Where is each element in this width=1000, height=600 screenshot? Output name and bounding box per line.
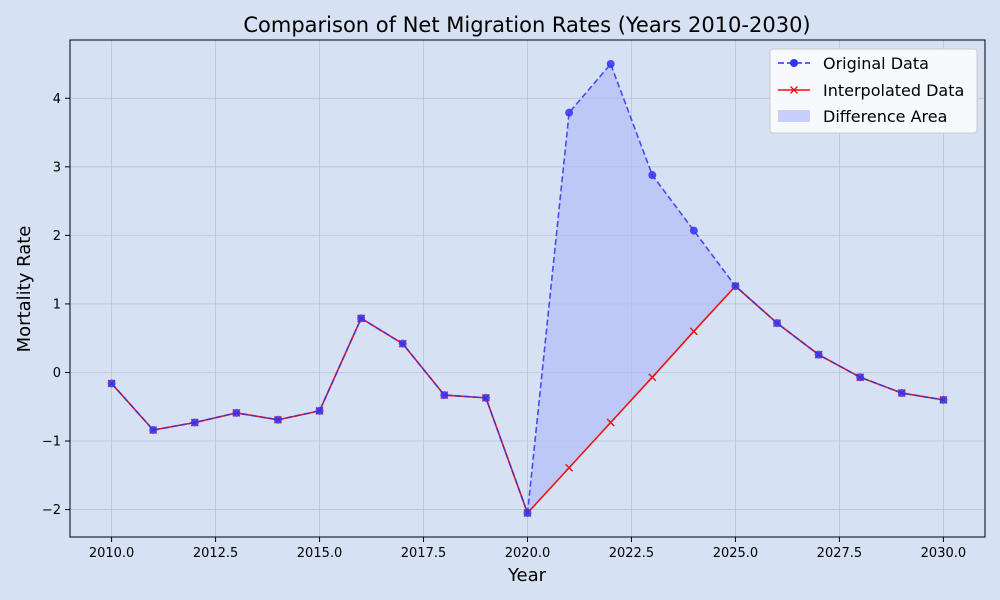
y-tick-label-1: −1 <box>42 435 61 450</box>
x-tick-label-5: 2022.5 <box>609 546 655 561</box>
y-tick-label-5: 3 <box>53 160 61 175</box>
legend-entry-interpolated: Interpolated Data <box>778 81 964 100</box>
x-tick-label-8: 2030.0 <box>921 546 967 561</box>
series-layer <box>107 59 948 518</box>
y-tick-label-0: −2 <box>42 503 61 518</box>
legend-marker-original <box>790 59 798 67</box>
point-original-2017 <box>398 339 407 348</box>
point-interpolated-2021 <box>565 463 574 472</box>
point-interpolated-2023 <box>648 373 657 382</box>
point-original-2029 <box>897 389 906 398</box>
point-original-2023 <box>648 171 657 180</box>
y-tick-label-3: 1 <box>53 297 61 312</box>
point-original-2016 <box>357 314 366 323</box>
x-tick-label-0: 2010.0 <box>89 546 135 561</box>
y-tick-label-6: 4 <box>53 92 61 107</box>
legend: Original Data Interpolated Data Differen… <box>769 48 978 134</box>
point-original-2013 <box>232 408 241 417</box>
point-original-2019 <box>481 393 490 402</box>
x-tick-label-2: 2015.0 <box>297 546 343 561</box>
legend-marker-interpolated <box>790 86 798 94</box>
legend-swatch-difference <box>778 110 810 122</box>
x-tick-label-4: 2020.0 <box>505 546 551 561</box>
point-original-2010 <box>107 379 116 388</box>
point-original-2022 <box>606 59 615 68</box>
point-original-2030 <box>939 395 948 404</box>
x-axis-label: Year <box>507 565 547 586</box>
point-original-2028 <box>856 373 865 382</box>
point-original-2015 <box>315 406 324 415</box>
point-original-2027 <box>814 350 823 359</box>
point-original-2020 <box>523 509 532 518</box>
y-tick-label-4: 2 <box>53 229 61 244</box>
x-tick-label-1: 2012.5 <box>193 546 239 561</box>
legend-label-difference: Difference Area <box>823 107 947 126</box>
point-original-2024 <box>689 226 698 235</box>
legend-label-original: Original Data <box>823 54 929 73</box>
point-original-2012 <box>190 418 199 427</box>
point-interpolated-2024 <box>689 327 698 336</box>
x-tick-label-6: 2025.0 <box>713 546 759 561</box>
point-original-2021 <box>565 108 574 117</box>
point-original-2011 <box>149 426 158 435</box>
legend-label-interpolated: Interpolated Data <box>823 81 964 100</box>
y-axis-label: Mortality Rate <box>14 226 35 353</box>
point-original-2026 <box>773 319 782 328</box>
chart-title: Comparison of Net Migration Rates (Years… <box>243 13 810 37</box>
legend-box <box>769 48 978 134</box>
point-interpolated-2022 <box>606 418 615 427</box>
legend-entry-difference: Difference Area <box>778 107 947 126</box>
x-tick-label-7: 2027.5 <box>817 546 863 561</box>
y-tick-label-2: 0 <box>53 366 61 381</box>
point-original-2014 <box>273 415 282 424</box>
point-original-2025 <box>731 282 740 291</box>
x-tick-label-3: 2017.5 <box>401 546 447 561</box>
legend-entry-original: Original Data <box>778 54 929 73</box>
axis-ticks: 2010.0 2012.5 2015.0 2017.5 2020.0 2022.5 2025… <box>42 92 966 561</box>
point-original-2018 <box>440 391 449 400</box>
